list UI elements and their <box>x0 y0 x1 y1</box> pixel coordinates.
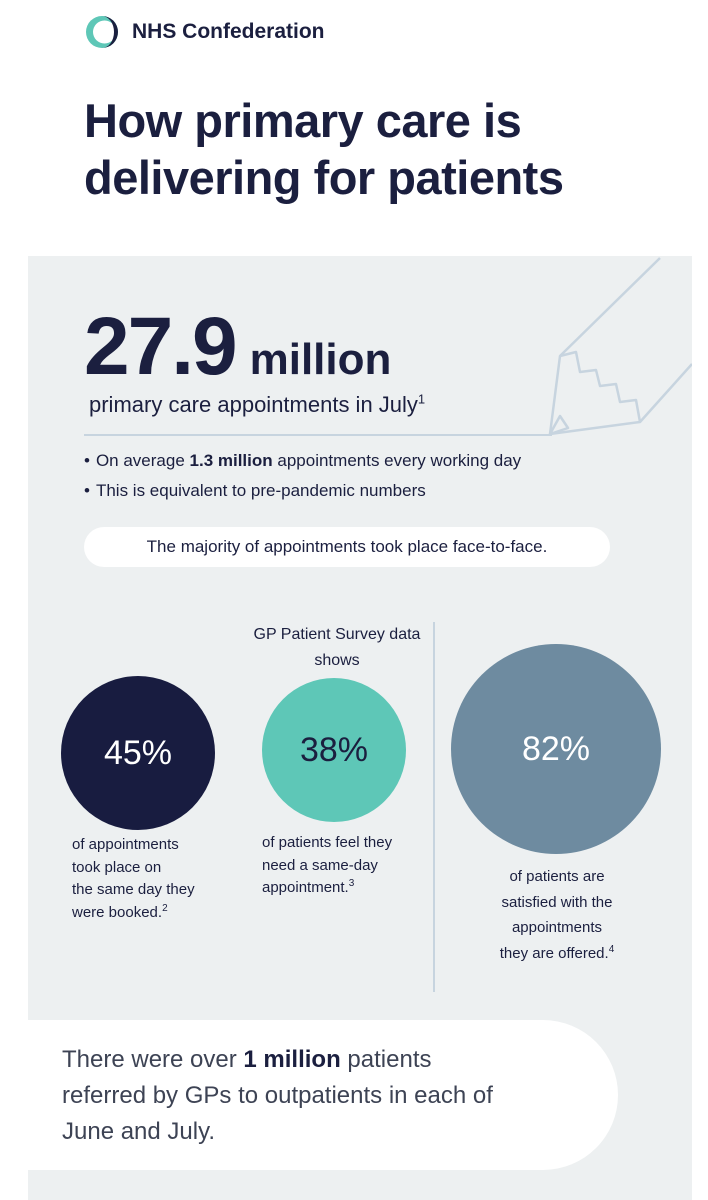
hero-underline <box>84 434 552 436</box>
caption-text: of appointments took place on the same d… <box>72 836 195 921</box>
footnote-ref: 3 <box>348 878 355 889</box>
stat-caption-need-same-day: of patients feel they need a same-day ap… <box>262 832 432 900</box>
referral-highlight: 1 million <box>243 1046 341 1073</box>
referral-text: There were over 1 million patients refer… <box>62 1042 522 1150</box>
bullet-highlight: 1.3 million <box>189 451 273 470</box>
hero-stat: 27.9 million <box>84 300 391 394</box>
caption-text: of patients are satisfied with the appoi… <box>499 868 613 962</box>
face-to-face-callout: The majority of appointments took place … <box>84 527 610 567</box>
brand-logo: NHS Confederation <box>84 14 325 50</box>
pencil-icon <box>548 257 692 436</box>
referral-suffix: patients referred by GPs to outpatients … <box>62 1046 493 1145</box>
vertical-divider <box>433 622 435 992</box>
stat-caption-satisfied: of patients are satisfied with the appoi… <box>462 864 652 966</box>
stat-circle-satisfied: 82% <box>451 644 661 854</box>
footnote-ref: 4 <box>608 943 615 955</box>
stat-caption-same-day: of appointments took place on the same d… <box>72 834 242 924</box>
hero-unit: million <box>249 335 392 384</box>
bullet-text: This is equivalent to pre-pandemic numbe… <box>95 481 426 500</box>
footnote-ref: 2 <box>162 902 168 914</box>
caption-text: of patients feel they need a same-day ap… <box>262 834 393 896</box>
bullet-item: This is equivalent to pre-pandemic numbe… <box>84 476 521 506</box>
referral-card <box>28 1020 618 1170</box>
stat-circle-need-same-day: 38% <box>262 678 406 822</box>
bullet-text: On average <box>95 451 190 470</box>
page-title: How primary care is delivering for patie… <box>84 94 564 204</box>
survey-label: GP Patient Survey data shows <box>253 626 421 669</box>
hero-subtitle: primary care appointments in July1 <box>89 392 425 418</box>
hero-number: 27.9 <box>84 301 238 392</box>
bullet-item: On average 1.3 million appointments ever… <box>84 446 521 476</box>
hero-footnote-ref: 1 <box>417 391 426 407</box>
nhs-confederation-logo-icon <box>86 16 118 48</box>
bullet-text: appointments every working day <box>272 451 522 470</box>
bullet-list: On average 1.3 million appointments ever… <box>84 446 521 506</box>
hero-subtitle-text: primary care appointments in July <box>89 392 418 417</box>
referral-prefix: There were over <box>62 1046 244 1073</box>
brand-name: NHS Confederation <box>132 20 325 43</box>
stat-circle-same-day: 45% <box>61 676 215 830</box>
